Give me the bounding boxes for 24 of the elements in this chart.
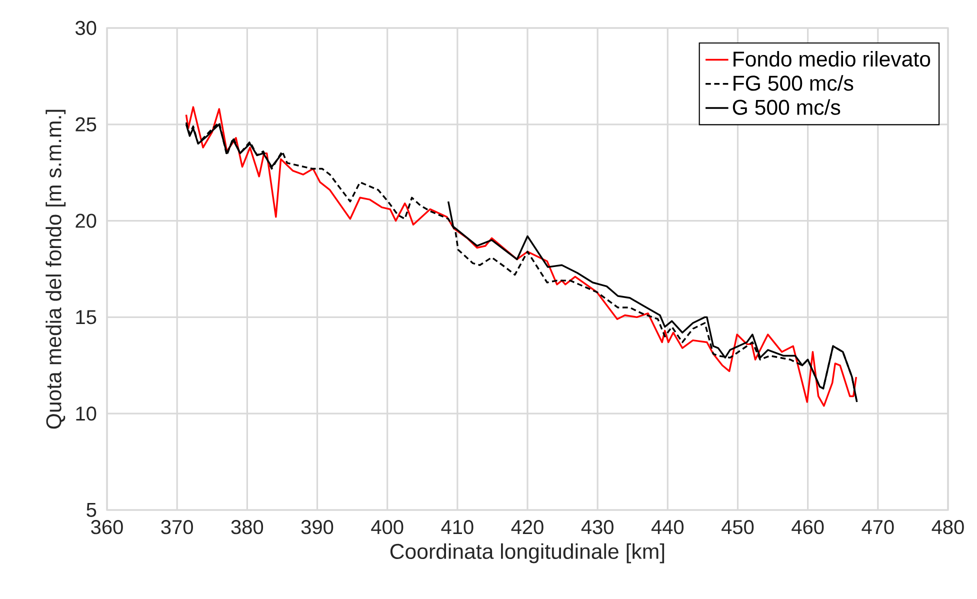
x-tick-label: 460 bbox=[792, 520, 824, 534]
x-tick-label: 360 bbox=[91, 520, 123, 534]
legend-label: Fondo medio rilevato bbox=[734, 50, 930, 67]
y-tick-label: 20 bbox=[76, 214, 96, 228]
x-tick-label: 430 bbox=[581, 520, 614, 534]
x-tick-label: 390 bbox=[301, 520, 334, 534]
x-axis-title: Coordinata longitudinale [km] bbox=[390, 543, 664, 564]
legend-label: FG 500 mc/s bbox=[734, 75, 854, 91]
y-tick-label: 25 bbox=[76, 117, 96, 132]
x-tick-label: 480 bbox=[932, 520, 964, 534]
x-tick-label: 410 bbox=[441, 520, 474, 534]
x-tick-label: 420 bbox=[511, 520, 544, 534]
x-tick-label: 470 bbox=[862, 520, 894, 534]
y-tick-label: 15 bbox=[76, 310, 96, 324]
y-tick-label: 30 bbox=[75, 20, 96, 36]
y-axis-title: Quota media del fondo [m s.m.m.] bbox=[46, 110, 66, 429]
x-tick-label: 370 bbox=[161, 520, 193, 534]
x-tick-label: 440 bbox=[651, 520, 684, 534]
x-tick-label: 400 bbox=[371, 520, 404, 534]
x-tick-label: 380 bbox=[231, 520, 264, 534]
y-tick-label: 10 bbox=[76, 406, 96, 421]
y-tick-label: 5 bbox=[86, 503, 96, 517]
x-tick-label: 450 bbox=[722, 520, 754, 534]
legend-label: G 500 mc/s bbox=[732, 99, 840, 115]
